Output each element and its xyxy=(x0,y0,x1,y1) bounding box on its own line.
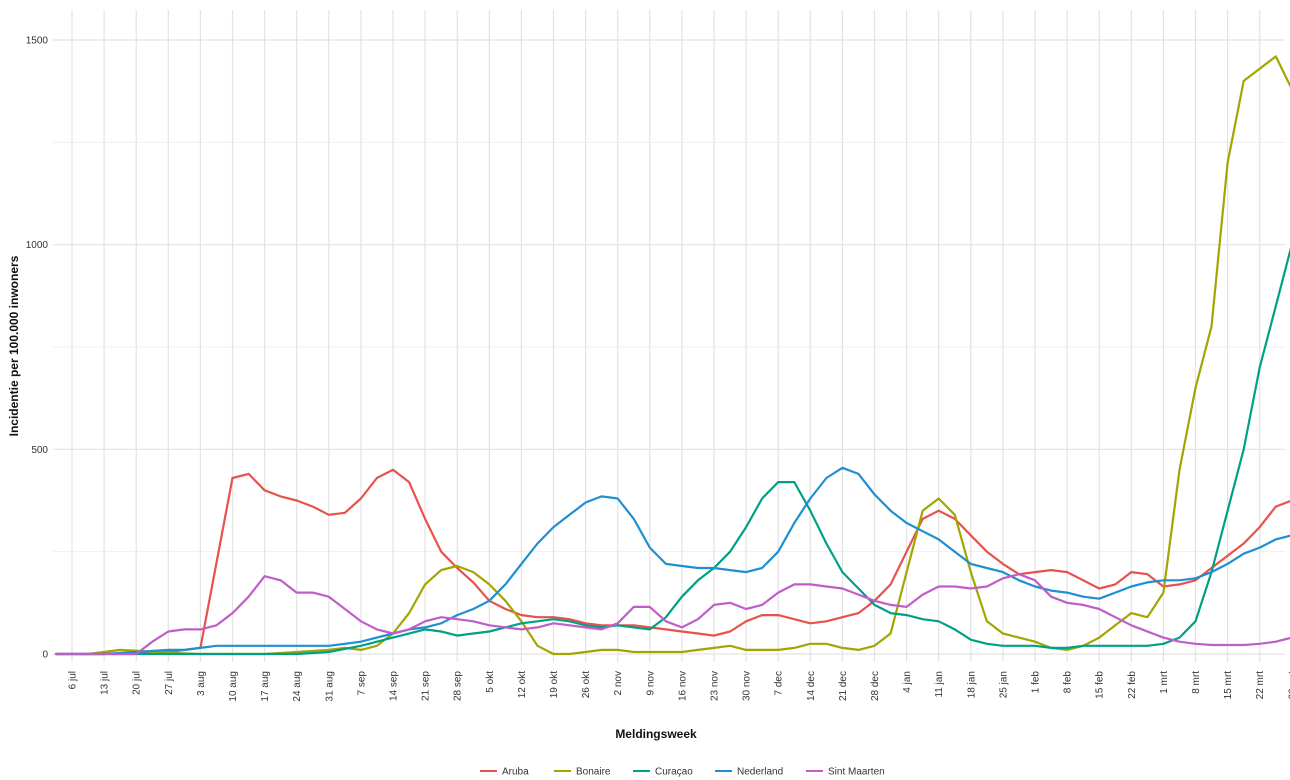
series-line-nederland xyxy=(54,466,1290,656)
x-tick-label: 31 aug xyxy=(324,671,335,702)
legend-label: Nederland xyxy=(737,767,783,778)
x-tick-label: 6 jul xyxy=(68,671,79,689)
y-tick-label: 0 xyxy=(42,650,48,661)
y-axis-title: Incidentie per 100.000 inwoners xyxy=(7,255,21,436)
legend-label: Bonaire xyxy=(576,767,611,778)
x-axis-ticks: 6 jul 13 jul 20 jul 27 jul 3 aug 10 aug 17 aug… xyxy=(68,671,1290,702)
x-tick-label: 17 aug xyxy=(260,671,271,702)
x-tick-label: 8 mrt xyxy=(1191,671,1202,694)
series-line-aruba xyxy=(54,468,1290,656)
x-tick-label: 23 nov xyxy=(710,671,721,701)
x-tick-label: 5 okt xyxy=(485,671,496,693)
x-tick-label: 22 mrt xyxy=(1255,671,1266,700)
x-tick-label: 26 okt xyxy=(581,671,592,698)
x-axis-title: Meldingsweek xyxy=(615,727,697,741)
x-tick-label: 8 feb xyxy=(1063,671,1074,694)
series-lines xyxy=(54,55,1290,656)
x-tick-label: 27 jul xyxy=(164,671,175,695)
legend-label: Curaçao xyxy=(655,767,693,778)
x-tick-label: 29 mrt xyxy=(1287,671,1290,700)
x-tick-label: 21 sep xyxy=(421,671,432,701)
x-tick-label: 15 feb xyxy=(1095,671,1106,699)
x-tick-label: 15 mrt xyxy=(1223,671,1234,700)
x-tick-label: 20 jul xyxy=(132,671,143,695)
x-tick-label: 25 jan xyxy=(998,671,1009,698)
y-tick-label: 1500 xyxy=(26,36,49,47)
gridlines xyxy=(53,10,1285,662)
x-tick-label: 22 feb xyxy=(1127,671,1138,699)
x-tick-label: 1 feb xyxy=(1031,671,1042,694)
y-tick-label: 500 xyxy=(31,445,48,456)
series-line-cura-ao xyxy=(54,247,1290,656)
x-tick-label: 16 nov xyxy=(677,671,688,701)
legend: Aruba Bonaire Curaçao Nederland Sint Maarten xyxy=(480,767,885,778)
x-tick-label: 30 nov xyxy=(742,671,753,701)
x-tick-label: 10 aug xyxy=(228,671,239,702)
x-tick-label: 21 dec xyxy=(838,671,849,701)
x-tick-label: 19 okt xyxy=(549,671,560,698)
x-tick-label: 11 jan xyxy=(934,671,945,698)
y-axis-ticks: 0 500 1000 1500 xyxy=(26,36,49,661)
x-tick-label: 14 sep xyxy=(389,671,400,701)
x-tick-label: 18 jan xyxy=(966,671,977,698)
x-tick-label: 7 sep xyxy=(356,671,367,696)
x-tick-label: 28 sep xyxy=(453,671,464,701)
x-tick-label: 2 nov xyxy=(613,671,624,695)
legend-label: Aruba xyxy=(502,767,529,778)
x-tick-label: 7 dec xyxy=(774,671,785,695)
series-line-bonaire xyxy=(54,55,1290,656)
x-tick-label: 14 dec xyxy=(806,671,817,701)
x-tick-label: 3 aug xyxy=(196,671,207,696)
x-tick-label: 4 jan xyxy=(902,671,913,693)
x-tick-label: 24 aug xyxy=(292,671,303,702)
legend-label: Sint Maarten xyxy=(828,767,885,778)
x-tick-label: 28 dec xyxy=(870,671,881,701)
y-tick-label: 1000 xyxy=(26,240,49,251)
x-tick-label: 9 nov xyxy=(645,671,656,695)
x-tick-label: 13 jul xyxy=(100,671,111,695)
x-tick-label: 1 mrt xyxy=(1159,671,1170,694)
x-tick-label: 12 okt xyxy=(517,671,528,698)
series-line-sint-maarten xyxy=(54,573,1290,656)
